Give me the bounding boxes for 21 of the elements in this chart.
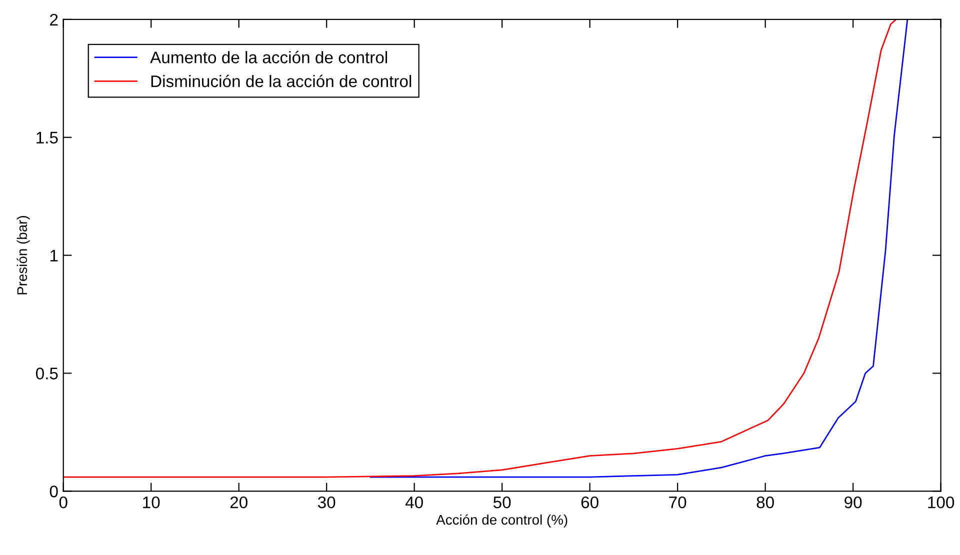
x-tick-label: 50 [493, 496, 511, 508]
x-tick-label: 0 [59, 496, 68, 508]
x-tick-label: 60 [581, 496, 598, 508]
y-tick-label: 2 [50, 14, 58, 26]
x-tick-label: 30 [318, 496, 336, 508]
x-tick-label: 40 [405, 496, 423, 508]
y-tick-label: 1.5 [36, 132, 58, 144]
y-axis-title: Presión (bar) [16, 216, 30, 294]
x-tick-label: 20 [230, 496, 248, 508]
legend-label: Aumento de la acción de control [150, 50, 388, 64]
x-tick-label: 90 [844, 496, 862, 508]
y-tick-label: 0.5 [36, 368, 58, 380]
x-tick-label: 80 [756, 496, 774, 508]
x-tick-label: 10 [143, 496, 160, 508]
x-tick-label: 70 [669, 496, 686, 508]
x-tick-label: 100 [928, 496, 954, 508]
x-axis-title: Acción de control (%) [436, 514, 568, 528]
legend-label: Disminución de la acción de control [151, 74, 412, 88]
line-series [63, 19, 897, 478]
y-tick-label: 1 [50, 250, 58, 262]
y-tick-label: 0 [50, 486, 58, 498]
